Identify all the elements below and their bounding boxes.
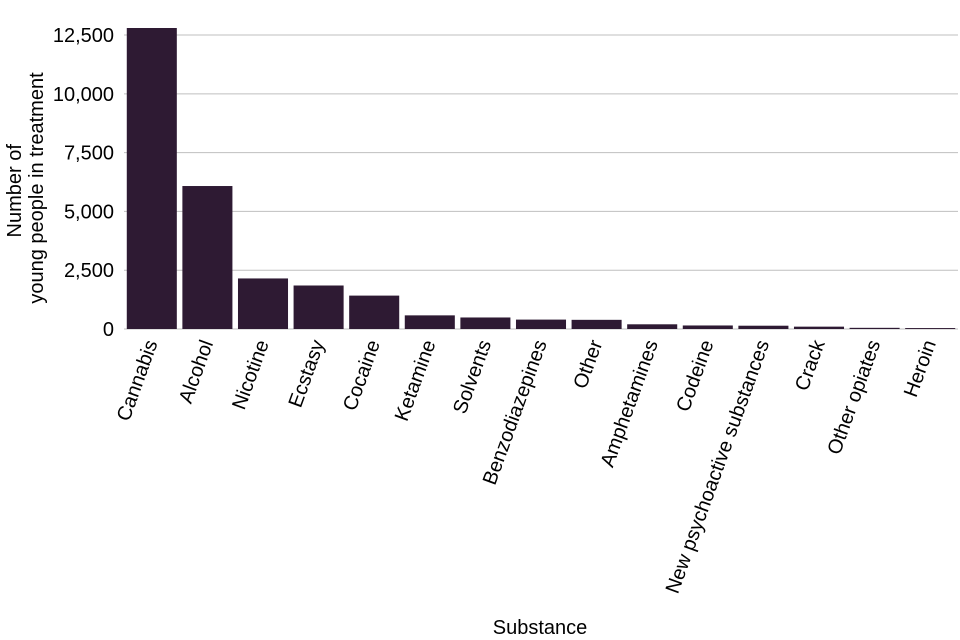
bar [571, 319, 622, 329]
bar [126, 28, 177, 329]
bar [738, 325, 789, 329]
x-tick-label: Solvents [449, 337, 496, 417]
x-tick-label: Other opiates [824, 337, 886, 457]
x-tick-label: New psychoactive substances [662, 337, 774, 596]
x-axis-ticks: Cannabis Alcohol Nicotine Ecstasy Cocaine Ket… [113, 336, 941, 596]
y-tick-label: 0 [103, 319, 114, 341]
bar [404, 315, 455, 329]
x-tick-label: Cannabis [113, 337, 163, 424]
y-axis-title-line-2: young people in treatment [26, 72, 48, 304]
x-tick-label: Nicotine [228, 337, 273, 412]
bar [627, 324, 678, 329]
x-tick-label: Heroin [900, 337, 941, 400]
y-tick-label: 2,500 [64, 260, 114, 282]
bar [460, 317, 511, 329]
y-tick-label: 5,000 [64, 201, 114, 223]
bar [682, 325, 733, 329]
y-axis-title-line-1: Number of [4, 144, 26, 238]
bars [126, 28, 956, 329]
x-tick-label: Crack [791, 336, 830, 394]
bar [515, 319, 567, 329]
y-tick-label: 7,500 [64, 143, 114, 165]
x-tick-label: Alcohol [175, 337, 218, 406]
bar [905, 328, 956, 329]
bar [182, 186, 233, 329]
y-tick-label: 10,000 [53, 84, 114, 106]
bar [293, 285, 344, 329]
y-tick-label: 12,500 [53, 25, 114, 47]
y-axis-title: Number of young people in treatment [4, 72, 48, 304]
bar [349, 295, 400, 329]
x-tick-label: Cocaine [339, 337, 385, 413]
bar [793, 326, 845, 329]
x-axis-title: Substance [493, 617, 588, 639]
y-axis-ticks: 0 2,500 5,000 7,500 10,000 12,500 [53, 25, 114, 341]
x-tick-label: Other [570, 337, 608, 392]
bar [237, 278, 289, 329]
x-tick-label: Codeine [672, 337, 718, 415]
x-tick-label: Ecstasy [285, 337, 330, 410]
x-tick-label: Ketamine [391, 337, 441, 424]
x-tick-label: Amphetamines [597, 337, 663, 470]
bar [849, 327, 900, 329]
